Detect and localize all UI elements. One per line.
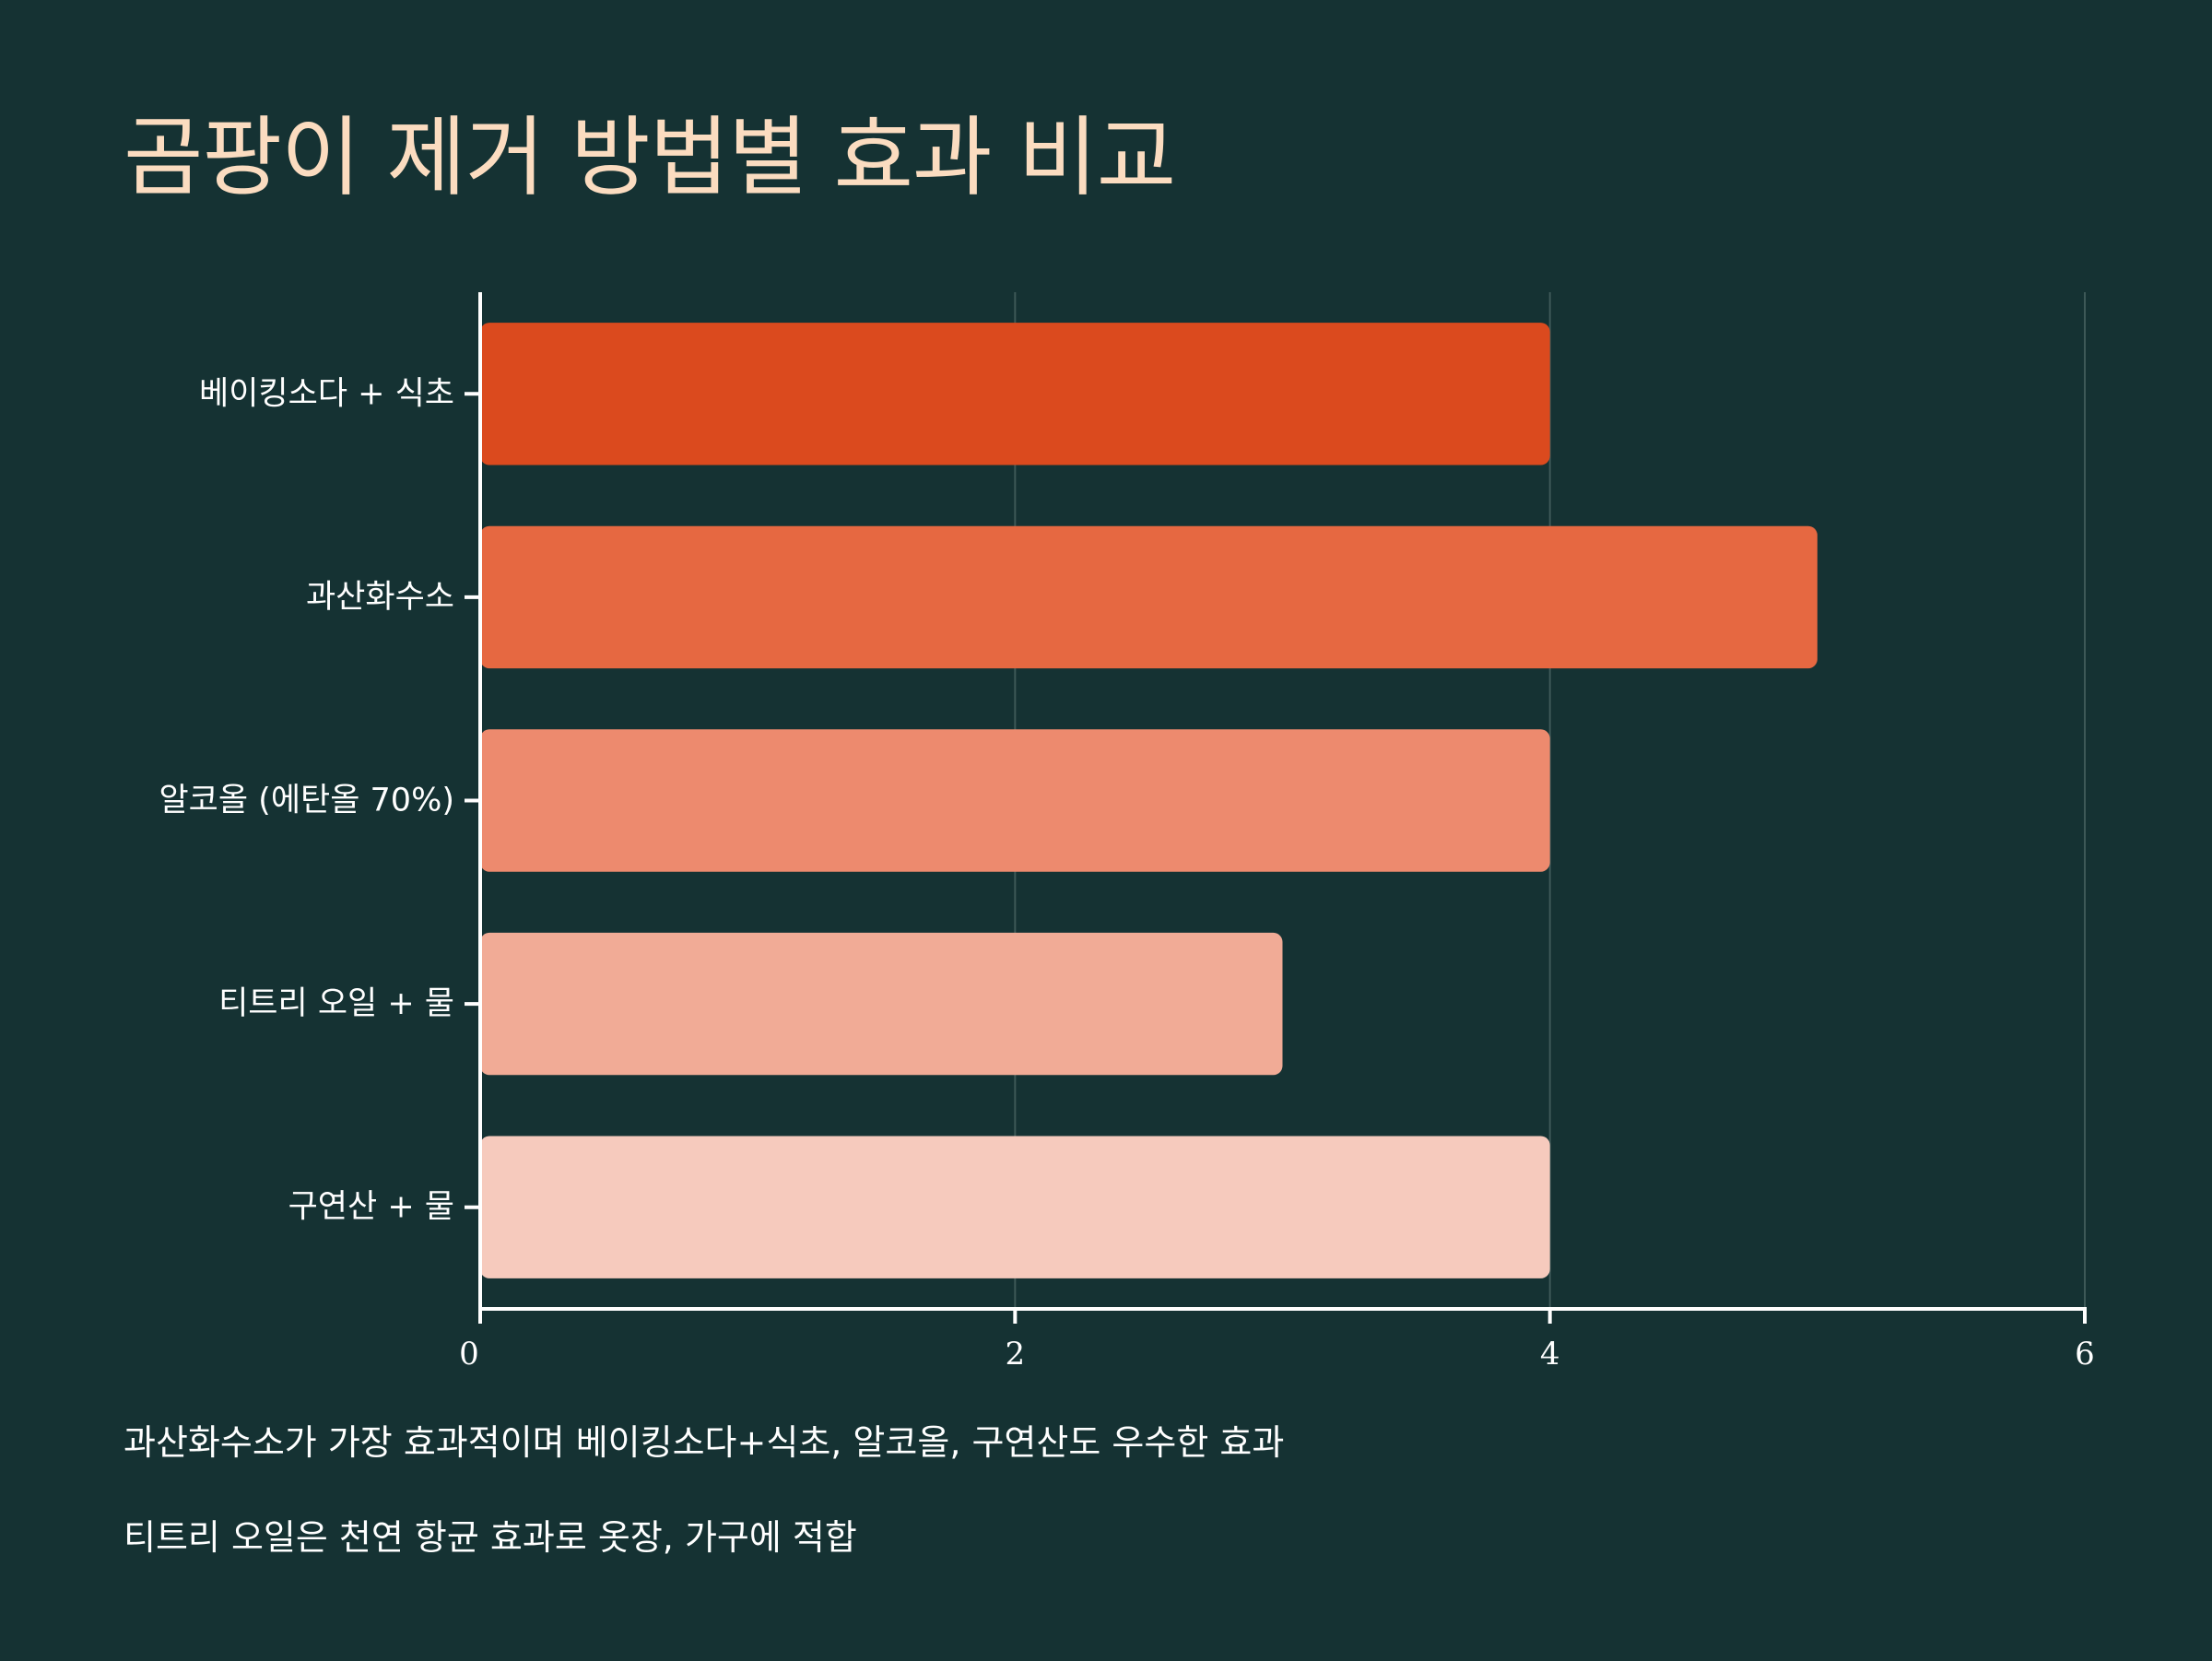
bar-2 — [480, 729, 1550, 872]
bar-1 — [480, 525, 1818, 669]
bar-3 — [480, 932, 1283, 1076]
bars — [480, 323, 1818, 1278]
y-tick-label-0: 베이킹소다 + 식초 — [199, 375, 454, 412]
x-axis-ticks: 0 2 4 6 — [459, 1309, 2095, 1372]
y-tick-label-3: 티트리 오일 + 물 — [218, 985, 454, 1022]
x-tick-label-1: 2 — [1006, 1336, 1026, 1372]
x-tick-label-3: 6 — [2075, 1336, 2095, 1372]
y-tick-label-2: 알코올 (에탄올 70%) — [159, 783, 454, 819]
y-tick-label-1: 과산화수소 — [306, 579, 454, 616]
bar-4 — [480, 1136, 1550, 1278]
y-tick-label-4: 구연산 + 물 — [288, 1189, 454, 1226]
chart-title: 곰팡이 제거 방법별 효과 비교 — [124, 108, 1176, 208]
footnote-1: 과산화수소가 가장 효과적이며 베이킹소다+식초, 알코올, 구연산도 우수한 … — [124, 1422, 1285, 1463]
bar-0 — [480, 323, 1550, 465]
footnote-2: 티트리 오일은 천연 항균 효과로 옷장, 가구에 적합 — [124, 1517, 857, 1558]
x-tick-label-0: 0 — [459, 1336, 479, 1372]
x-tick-label-2: 4 — [1540, 1336, 1560, 1372]
